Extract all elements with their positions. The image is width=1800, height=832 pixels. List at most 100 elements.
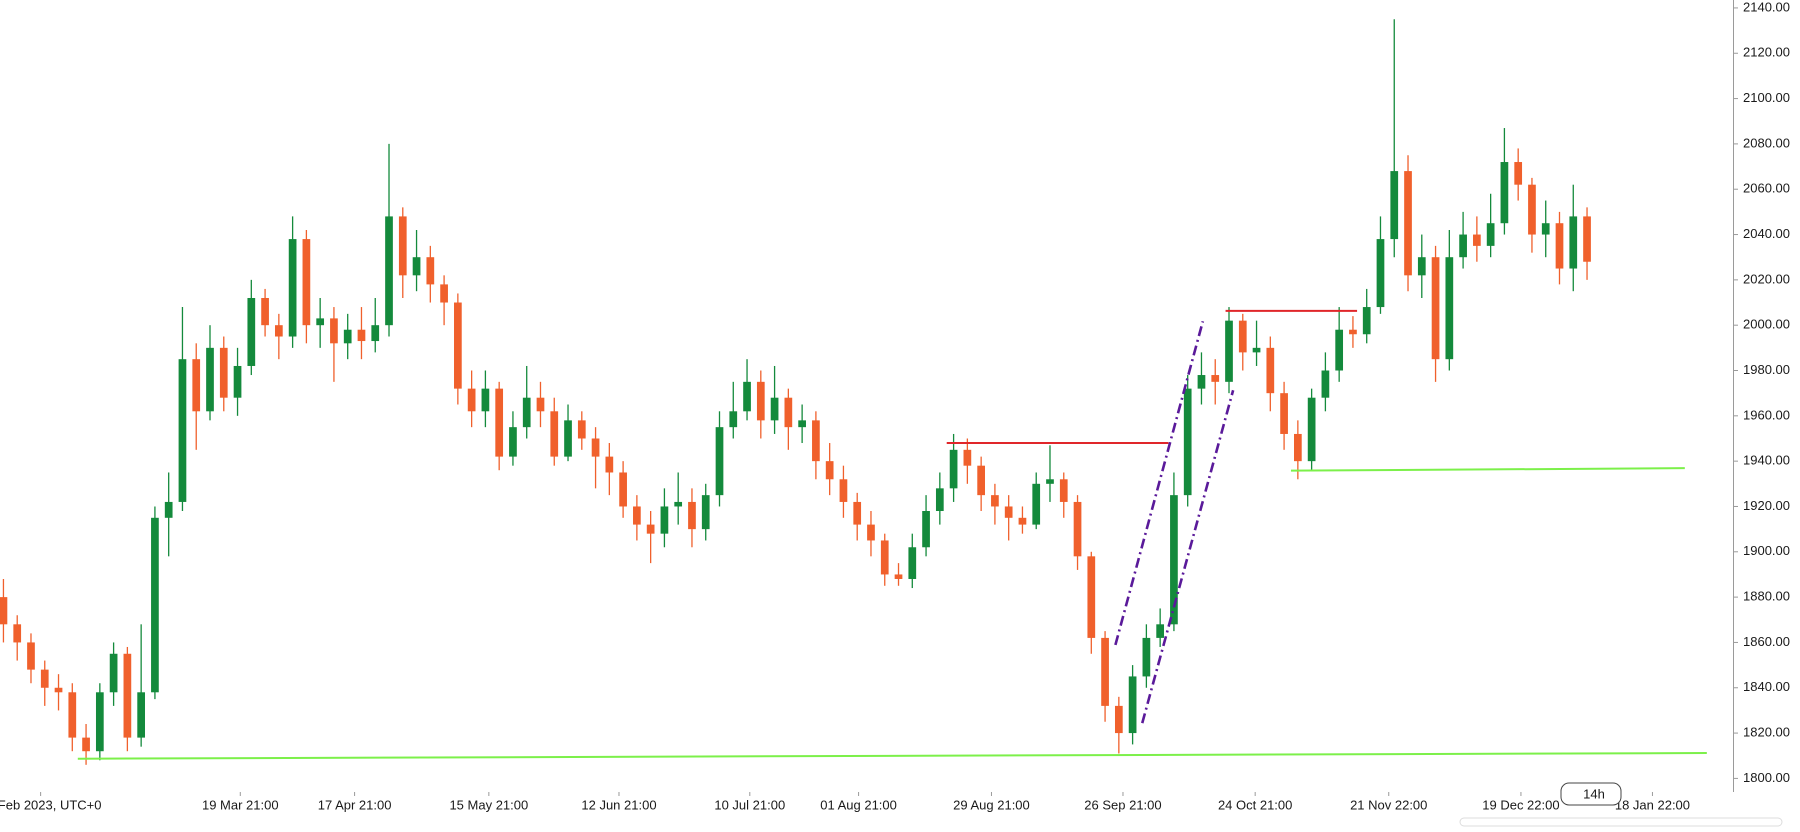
y-tick-label: 1900.00 [1743, 543, 1790, 558]
candle-body [908, 547, 917, 579]
candle-body [454, 302, 462, 389]
candle-body [853, 501, 862, 525]
candle-body [701, 495, 710, 530]
candle-body [13, 624, 22, 643]
y-tick-label: 2040.00 [1743, 226, 1790, 241]
drawn-line [1140, 389, 1235, 724]
interval-badge[interactable]: 14h [1560, 782, 1622, 806]
candle-body [509, 427, 517, 457]
candle-body [1376, 239, 1385, 308]
candle-body [1059, 479, 1068, 502]
candle-body [660, 506, 669, 534]
candle-body [1128, 676, 1137, 734]
candle-body [261, 297, 269, 326]
y-tick-label: 1860.00 [1743, 634, 1790, 649]
candle-body [316, 318, 325, 326]
candle-body [577, 420, 586, 439]
y-tick-label: 2120.00 [1743, 45, 1790, 60]
candle-body [1197, 375, 1206, 389]
candle-body [812, 420, 820, 462]
candle-body [743, 381, 751, 412]
candle-body [151, 517, 159, 693]
candle-body [495, 388, 504, 457]
candle-body [206, 347, 214, 412]
candle-body [825, 461, 834, 480]
candle-body [894, 574, 903, 579]
candle-body [247, 297, 256, 366]
candle-body [1417, 257, 1426, 276]
candle-body [385, 216, 393, 326]
candle-body [1018, 517, 1027, 525]
candle-body [192, 359, 201, 412]
candle-body [1486, 223, 1495, 246]
scrollbar[interactable] [1459, 817, 1783, 827]
candle-body [798, 420, 806, 428]
drawn-line [77, 752, 1707, 760]
candle-body [1404, 171, 1412, 276]
candle-body [219, 347, 228, 398]
candle-body [412, 257, 421, 276]
candle-body [27, 642, 35, 670]
candle-body [1541, 223, 1550, 235]
candle-body [605, 456, 614, 473]
candle-body [1046, 479, 1054, 484]
y-tick-label: 1940.00 [1743, 453, 1790, 468]
candle-body [1252, 347, 1261, 353]
candle-body [1266, 347, 1275, 394]
candle-body [991, 495, 999, 507]
candle-body [564, 420, 572, 457]
candle-body [1349, 329, 1357, 335]
candle-body [880, 540, 889, 575]
candle-body [688, 501, 696, 530]
y-tick-label: 2100.00 [1743, 90, 1790, 105]
candle-body [1170, 495, 1178, 625]
candle-body [1114, 705, 1123, 734]
candle-body [1073, 501, 1082, 557]
candle-body [330, 318, 338, 344]
candle-body [1321, 370, 1330, 398]
candle-body [674, 501, 683, 507]
candle-body [137, 692, 146, 738]
candle-body [1032, 483, 1041, 525]
y-tick-label: 1880.00 [1743, 589, 1790, 604]
candle-body [977, 465, 985, 496]
y-tick-label: 2000.00 [1743, 317, 1790, 332]
x-tick-label: 10 Jul 21:00 [714, 797, 785, 812]
x-tick-label: 26 Sep 21:00 [1084, 797, 1161, 812]
candle-body [1004, 506, 1013, 518]
candle-body [839, 479, 848, 502]
candle-body [591, 438, 600, 457]
candle-body [1555, 223, 1564, 269]
candle-body [949, 449, 958, 489]
candle-body [95, 692, 104, 752]
candle-body [1583, 216, 1591, 262]
candle-body [770, 397, 779, 421]
drawn-line [1290, 467, 1685, 472]
candle-body [522, 397, 531, 428]
candle-body [1225, 320, 1233, 382]
candle-body [467, 388, 476, 412]
candle-body [1101, 637, 1109, 706]
x-tick-label: 12 Jun 21:00 [581, 797, 656, 812]
candle-body [1156, 624, 1165, 638]
x-tick-label: 15 May 21:00 [449, 797, 528, 812]
candle-body [756, 381, 765, 421]
candle-body [302, 239, 311, 326]
candle-body [1431, 257, 1440, 360]
badge-text: 14h [1583, 786, 1605, 801]
candle-body [398, 216, 407, 276]
candle-body [178, 359, 187, 502]
x-tick-label: 18 Jan 22:00 [1615, 797, 1690, 812]
y-tick-label: 2140.00 [1743, 0, 1790, 14]
candle-body [1335, 329, 1344, 371]
candle-body [440, 284, 448, 303]
candle-body [536, 397, 545, 412]
x-tick-label: 07 Feb 2023, UTC+0 [0, 797, 102, 812]
candle-body [646, 524, 655, 534]
candle-body [1569, 216, 1578, 269]
candle-body [68, 692, 77, 738]
candle-body [1294, 433, 1302, 462]
y-tick-label: 1800.00 [1743, 770, 1790, 785]
candle-body [963, 449, 972, 466]
